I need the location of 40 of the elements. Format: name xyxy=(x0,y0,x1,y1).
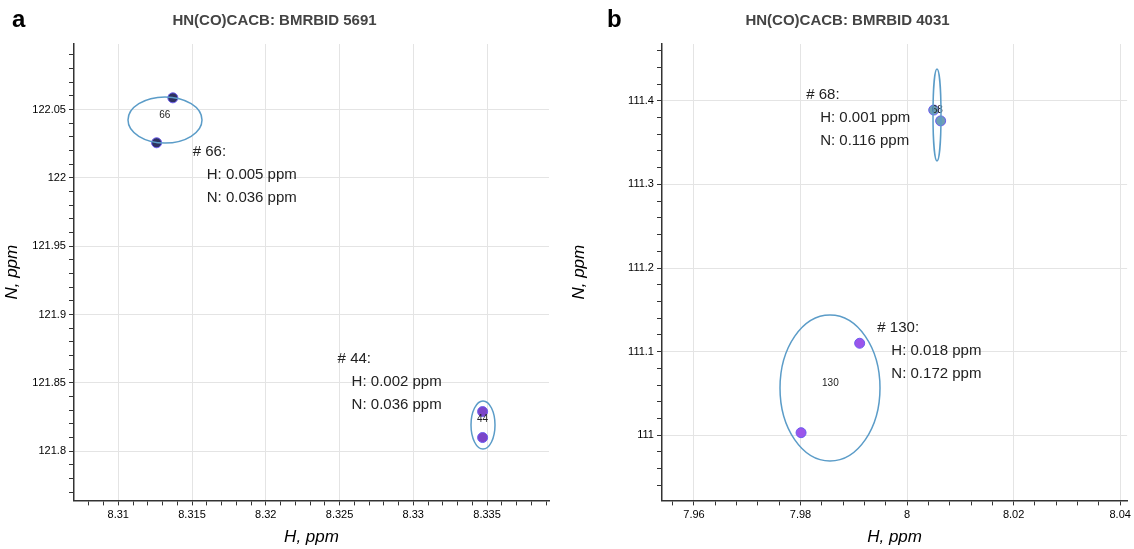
x-tick-label: 8.31 xyxy=(107,508,129,521)
y-tick-label: 121.8 xyxy=(38,444,66,457)
y-tick-label: 111.3 xyxy=(628,177,654,190)
chart-title: HN(CO)CACB: BMRBID 4031 xyxy=(745,11,950,29)
text: a xyxy=(12,4,26,32)
y-tick-label: 111 xyxy=(637,428,654,441)
x-tick-label: 8.32 xyxy=(255,508,277,521)
point xyxy=(795,427,807,439)
x-axis-title: H, ppm xyxy=(284,526,339,546)
y-tick-label: 121.95 xyxy=(32,239,66,252)
annotation: # 66: H: 0.005 ppm N: 0.036 ppm xyxy=(192,142,297,206)
x-tick-label: 8.33 xyxy=(402,508,424,521)
x-tick-label: 8.325 xyxy=(325,508,354,521)
y-tick-label: 121.85 xyxy=(32,375,66,388)
x-tick-label: 7.98 xyxy=(789,508,812,521)
y-axis-title: N, ppm xyxy=(568,244,588,300)
point xyxy=(854,337,866,349)
y-tick-label: 111.4 xyxy=(628,93,654,106)
y-tick-label: 122.05 xyxy=(32,102,66,115)
y-axis-title: N, ppm xyxy=(1,244,21,300)
x-tick-label: 8.315 xyxy=(178,508,206,521)
annotation: 66 xyxy=(159,109,171,121)
y-tick-label: 122 xyxy=(47,170,66,183)
annotation: 44 xyxy=(477,413,489,425)
annotation: # 130: H: 0.018 ppm N: 0.172 ppm xyxy=(877,318,982,382)
x-tick-label: 7.96 xyxy=(683,508,705,521)
y-tick-label: 121.9 xyxy=(38,307,66,320)
text: b xyxy=(607,4,622,32)
y-tick-label: 111.2 xyxy=(628,261,654,274)
x-axis-title: H, ppm xyxy=(867,526,922,546)
x-tick-label: 8 xyxy=(904,508,911,521)
chart-title: HN(CO)CACB: BMRBID 5691 xyxy=(172,11,377,29)
x-tick-label: 8.335 xyxy=(473,508,501,521)
x-tick-label: 8.02 xyxy=(1002,508,1025,521)
x-tick-label: 8.04 xyxy=(1109,508,1131,521)
annotation: 130 xyxy=(822,376,840,388)
y-tick-label: 111.1 xyxy=(628,344,654,357)
annotation: # 68: H: 0.001 ppm N: 0.116 ppm xyxy=(806,84,911,148)
annotation: # 44: H: 0.002 ppm N: 0.036 ppm xyxy=(337,348,442,412)
point xyxy=(477,432,489,444)
